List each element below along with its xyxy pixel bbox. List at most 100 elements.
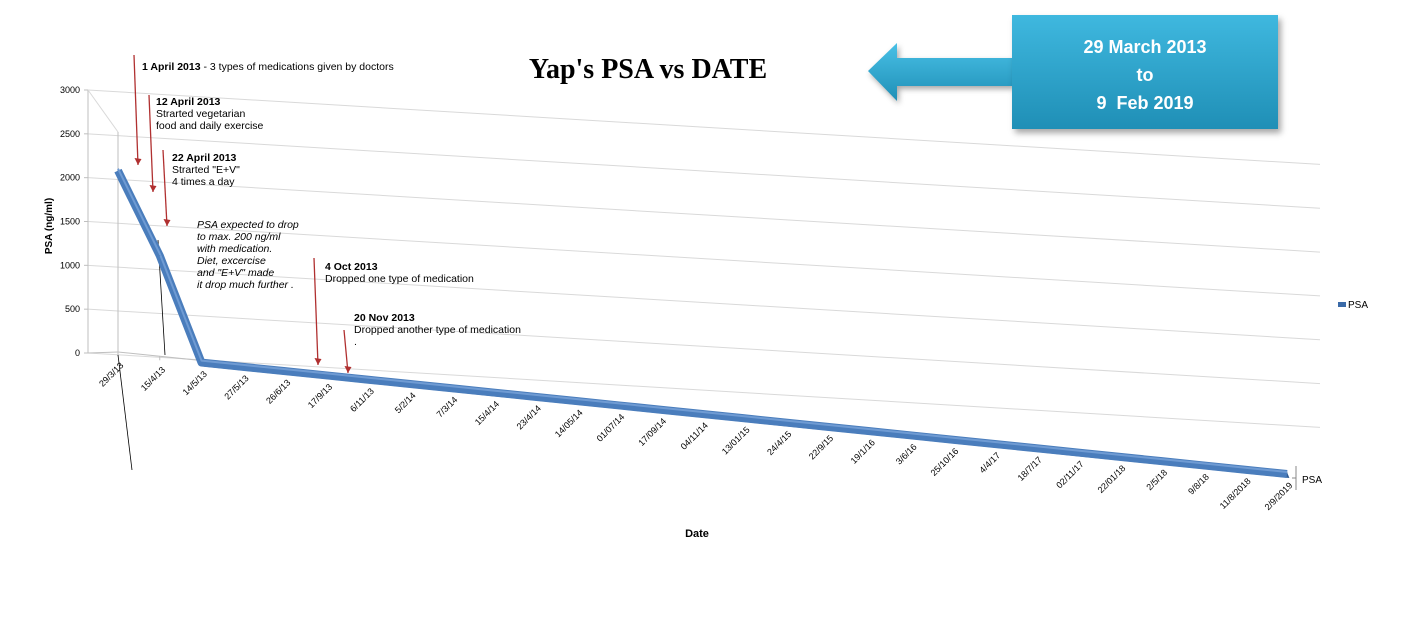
legend-label: PSA xyxy=(1348,300,1368,311)
data-point xyxy=(1036,447,1037,449)
x-tick-label: 5/2/14 xyxy=(393,390,418,415)
x-tick-label: 3/6/16 xyxy=(894,442,919,467)
x-tick-label: 4/4/17 xyxy=(977,450,1002,475)
data-point xyxy=(660,409,662,411)
x-tick-label: 15/4/14 xyxy=(473,399,501,427)
series-psa xyxy=(114,168,1290,478)
x-tick-label: 02/11/17 xyxy=(1054,459,1085,490)
x-tick-label: 19/1/16 xyxy=(849,437,877,465)
annotation-text: Strarted "E+V" xyxy=(172,164,240,176)
data-point xyxy=(910,434,912,436)
y-axis-label: PSA (ng/ml) xyxy=(44,198,55,254)
data-point xyxy=(451,387,453,389)
annotation-text: Dropped another type of medication xyxy=(354,324,521,336)
annotation-text: PSA expected to drop xyxy=(197,219,299,231)
data-point xyxy=(1286,473,1288,475)
annotation-text: and "E+V" made xyxy=(197,267,274,279)
data-point xyxy=(201,362,202,364)
data-point xyxy=(535,396,536,398)
x-tick-label: 17/9/13 xyxy=(306,382,334,410)
x-tick-label: 22/01/18 xyxy=(1096,463,1128,495)
svg-text:1 April 2013 - 3 types of medi: 1 April 2013 - 3 types of medications gi… xyxy=(142,61,394,73)
annotation-arrow xyxy=(162,149,168,227)
x-tick-label: 17/09/14 xyxy=(636,416,668,448)
data-point xyxy=(326,374,328,376)
annotation-date: 20 Nov 2013 xyxy=(354,312,415,324)
gridline xyxy=(87,264,1321,341)
data-point xyxy=(785,422,787,424)
callout-start-date: 29 March 2013 xyxy=(1083,37,1207,57)
annotation-text: it drop much further . xyxy=(197,279,294,291)
annotation-text: Strarted vegetarian xyxy=(156,108,245,120)
depth-axis: PSA xyxy=(1292,466,1322,490)
data-point xyxy=(117,170,119,172)
data-point xyxy=(994,443,996,445)
y-tick-label: 1500 xyxy=(60,217,80,227)
x-tick-label: 7/3/14 xyxy=(435,395,460,420)
x-tick-label: 14/05/14 xyxy=(553,407,585,439)
annotation-date: 4 Oct 2013 xyxy=(325,261,378,273)
x-tick-label: 6/11/13 xyxy=(348,386,376,414)
x-tick-label: 26/6/13 xyxy=(264,377,292,405)
data-point xyxy=(743,417,745,419)
legend-swatch xyxy=(1338,302,1346,307)
gridline xyxy=(87,352,1321,428)
data-point xyxy=(827,426,829,428)
data-point xyxy=(242,366,244,368)
depth-axis-label: PSA xyxy=(1302,475,1322,486)
y-tick-label: 2000 xyxy=(60,173,80,183)
gridline xyxy=(87,308,1321,385)
x-tick-label: 04/11/14 xyxy=(679,420,710,451)
callout-end-date: 9 Feb 2019 xyxy=(1096,93,1194,113)
data-point xyxy=(1119,456,1121,458)
gridline xyxy=(87,89,1321,165)
x-tick-label: 2/5/18 xyxy=(1144,467,1169,492)
annotation-text: 4 times a day xyxy=(172,176,235,188)
y-tick-label: 2500 xyxy=(60,129,80,139)
data-point xyxy=(952,439,954,441)
x-tick-label: 18/7/17 xyxy=(1016,455,1044,483)
data-point xyxy=(869,430,870,432)
data-point xyxy=(493,392,495,394)
annotation-text: with medication. xyxy=(197,243,272,255)
data-point xyxy=(159,255,161,257)
x-tick-label: 11/8/2018 xyxy=(1218,476,1253,511)
callout-to: to xyxy=(1136,65,1154,85)
x-tick-label: 24/4/15 xyxy=(765,429,793,457)
x-tick-label: 15/4/13 xyxy=(139,365,167,393)
x-tick-label: 13/01/15 xyxy=(720,425,752,457)
x-tick-label: 14/5/13 xyxy=(181,369,209,397)
depth-floor-edge xyxy=(87,351,119,354)
annotation-date: 12 April 2013 xyxy=(156,96,221,108)
data-point xyxy=(409,383,411,385)
annotation-text: . xyxy=(354,336,357,348)
data-point xyxy=(1244,469,1246,471)
y-tick-labels: 0 500 1000 1500 2000 2500 3000 xyxy=(60,85,88,358)
y-tick-label: 500 xyxy=(65,304,80,314)
x-tick-label: 27/5/13 xyxy=(222,373,250,401)
annotation-arrow xyxy=(148,94,154,193)
data-point xyxy=(1203,464,1204,466)
annotations: 1 April 2013 - 3 types of medications gi… xyxy=(133,54,521,374)
annotation-arrow xyxy=(133,54,139,166)
date-range-callout: 29 March 2013 to 9 Feb 2019 xyxy=(1012,15,1278,129)
y-tick-label: 1000 xyxy=(60,260,80,270)
gridline xyxy=(87,221,1321,297)
legend: PSA xyxy=(1338,300,1368,311)
data-point xyxy=(368,379,369,381)
annotation-text: Dropped one type of medication xyxy=(325,273,474,285)
annotation-text: to max. 200 ng/ml xyxy=(197,231,281,243)
x-tick-label: 2/9/2019 xyxy=(1263,480,1295,512)
data-point xyxy=(618,404,620,406)
x-tick-labels: 29/3/13 15/4/13 14/5/13 27/5/13 26/6/13 17/9/… xyxy=(97,360,1294,512)
annotation-date: 22 April 2013 xyxy=(172,152,237,164)
chart-title: Yap's PSA vs DATE xyxy=(529,54,767,85)
x-tick-label: 22/9/15 xyxy=(807,433,835,461)
x-tick-label: 23/4/14 xyxy=(515,403,543,431)
